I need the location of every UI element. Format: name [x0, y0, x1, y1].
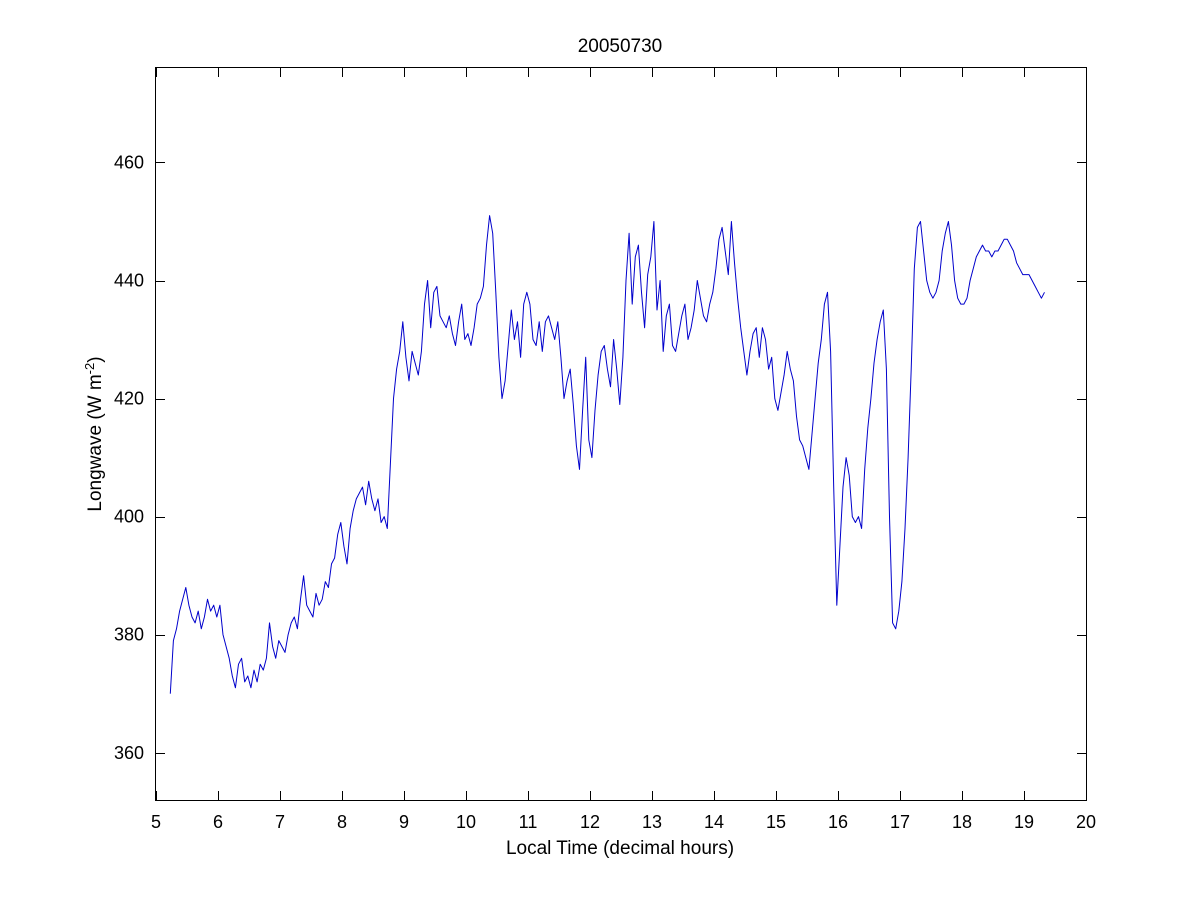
y-axis-label-close: ) — [85, 356, 106, 362]
x-tick-label: 5 — [151, 812, 161, 832]
x-tick-label: 12 — [580, 812, 600, 832]
x-axis-tick-labels: 5 6 7 8 9 10 11 12 13 14 15 16 17 18 19 20 — [151, 812, 1096, 832]
series-line-longwave — [169, 215, 1045, 694]
y-axis-tick-labels: 360 380 400 420 440 460 — [114, 152, 144, 762]
x-tick-label: 17 — [890, 812, 910, 832]
plot-frame — [155, 67, 1087, 801]
x-axis-label: Local Time (decimal hours) — [506, 838, 734, 859]
y-tick-label: 380 — [114, 625, 144, 645]
y-axis-label: Longwave (W m-2) — [82, 356, 107, 511]
x-tick-label: 16 — [828, 812, 848, 832]
x-axis-ticks — [156, 68, 1087, 800]
y-tick-label: 460 — [114, 152, 144, 172]
x-tick-label: 14 — [704, 812, 724, 832]
x-tick-label: 19 — [1014, 812, 1034, 832]
y-axis-label-superscript: -2 — [82, 363, 97, 375]
y-tick-label: 440 — [114, 271, 144, 291]
x-tick-label: 11 — [519, 812, 538, 832]
x-tick-label: 7 — [275, 812, 285, 832]
x-tick-label: 8 — [337, 812, 347, 832]
x-tick-label: 15 — [766, 812, 786, 832]
x-tick-label: 20 — [1076, 812, 1096, 832]
x-tick-label: 9 — [399, 812, 409, 832]
y-axis-label-main: Longwave (W m — [85, 374, 106, 511]
chart-title: 20050730 — [578, 36, 663, 57]
y-axis-ticks — [156, 162, 1086, 754]
y-tick-label: 420 — [114, 389, 144, 409]
x-tick-label: 10 — [456, 812, 476, 832]
y-tick-label: 360 — [114, 743, 144, 763]
x-tick-label: 18 — [952, 812, 972, 832]
y-tick-label: 400 — [114, 507, 144, 527]
x-tick-label: 13 — [642, 812, 662, 832]
x-tick-label: 6 — [213, 812, 223, 832]
